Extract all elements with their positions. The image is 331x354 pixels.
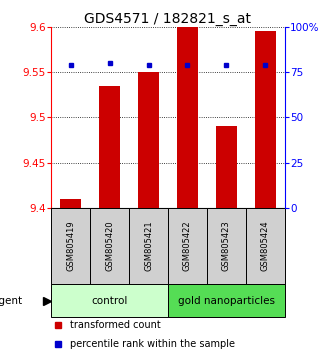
Bar [215, 126, 237, 208]
Text: gold nanoparticles: gold nanoparticles [178, 296, 275, 306]
Bar [207, 208, 246, 284]
Bar [51, 284, 168, 317]
Bar [90, 208, 129, 284]
Text: GSM805423: GSM805423 [222, 221, 231, 272]
Bar [168, 208, 207, 284]
Bar [246, 208, 285, 284]
Text: transformed count: transformed count [70, 320, 161, 331]
Bar [168, 284, 285, 317]
Text: percentile rank within the sample: percentile rank within the sample [70, 339, 235, 349]
Text: GSM805424: GSM805424 [261, 221, 270, 271]
Bar [51, 208, 90, 284]
Bar [99, 86, 120, 208]
Text: GSM805422: GSM805422 [183, 221, 192, 271]
Bar [129, 208, 168, 284]
Bar [255, 31, 276, 208]
Text: GSM805419: GSM805419 [66, 221, 75, 271]
Title: GDS4571 / 182821_s_at: GDS4571 / 182821_s_at [84, 12, 252, 25]
Text: agent: agent [0, 296, 22, 306]
Bar [138, 72, 159, 208]
Text: GSM805421: GSM805421 [144, 221, 153, 271]
Text: control: control [91, 296, 128, 306]
Bar [177, 27, 198, 208]
Text: GSM805420: GSM805420 [105, 221, 114, 271]
Bar [60, 199, 81, 208]
